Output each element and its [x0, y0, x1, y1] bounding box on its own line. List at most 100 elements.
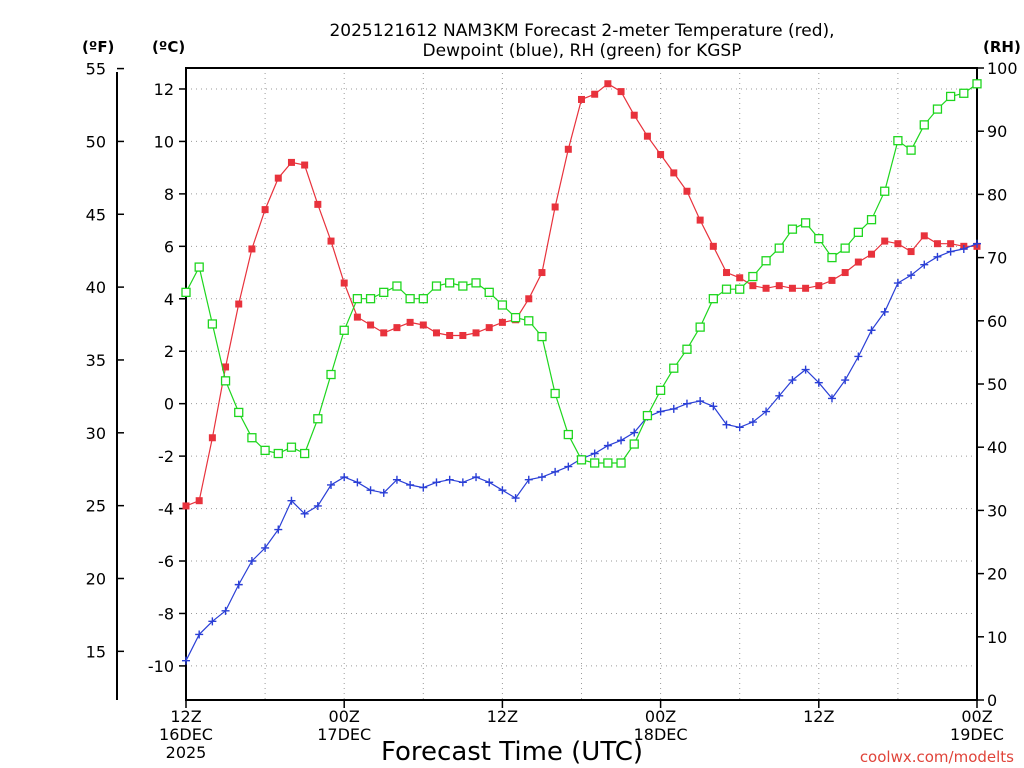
- temperature-point: [525, 295, 533, 303]
- dewpoint-point: [300, 509, 309, 518]
- temperature-point: [868, 250, 876, 258]
- temperature-point: [907, 248, 915, 256]
- rh-point: [431, 281, 442, 291]
- fahrenheit-tick-label: 35: [86, 351, 106, 370]
- dewpoint-point: [406, 480, 415, 489]
- rh-point: [497, 300, 508, 310]
- celsius-tick-label: -6: [158, 552, 174, 571]
- dewpoint-point: [907, 271, 916, 280]
- celsius-tick-label: 4: [164, 290, 174, 309]
- dewpoint-point: [880, 307, 889, 316]
- dewpoint-point: [524, 475, 533, 484]
- temperature-point: [367, 321, 375, 329]
- rh-point: [365, 294, 376, 304]
- x-tick-label: 00Z: [961, 707, 992, 726]
- dewpoint-point: [353, 478, 362, 487]
- rh-point: [510, 312, 521, 323]
- rh-point: [655, 385, 666, 395]
- rh-tick-label: 100: [987, 59, 1018, 78]
- rh-point: [326, 369, 336, 380]
- fahrenheit-unit-label: (ºF): [82, 38, 114, 56]
- rh-point: [629, 439, 639, 449]
- dewpoint-point: [221, 606, 230, 615]
- temperature-point: [551, 203, 559, 211]
- dewpoint-point: [274, 525, 283, 534]
- fahrenheit-tick-label: 55: [86, 60, 106, 79]
- dewpoint-point: [735, 423, 744, 432]
- series-layer: [181, 79, 982, 665]
- x-tick-label: 19DEC: [950, 725, 1004, 744]
- dewpoint-point: [432, 478, 441, 487]
- credit-text: coolwx.com/modelts: [860, 748, 1014, 766]
- rh-point: [405, 294, 415, 304]
- chart-title-line2: Dewpoint (blue), RH (green) for KGSP: [423, 41, 742, 61]
- x-tick-label: 18DEC: [634, 725, 688, 744]
- temperature-point: [617, 88, 625, 96]
- dewpoint-point: [366, 486, 375, 495]
- temperature-point: [591, 90, 599, 98]
- celsius-tick-label: -4: [158, 500, 174, 519]
- rh-point: [299, 448, 310, 459]
- temperature-point: [841, 269, 849, 277]
- dewpoint-point: [327, 480, 336, 489]
- dewpoint-point: [973, 239, 981, 248]
- rh-point: [708, 294, 718, 304]
- dewpoint-point: [247, 557, 256, 566]
- rh-point: [959, 88, 969, 98]
- temperature-point: [340, 279, 348, 287]
- celsius-tick-label: 12: [154, 80, 174, 99]
- temperature-point: [828, 276, 836, 284]
- temperature-point: [208, 434, 216, 442]
- rh-point: [550, 388, 560, 399]
- dewpoint-point: [590, 449, 599, 458]
- rh-point: [445, 278, 455, 288]
- temperature-point: [248, 245, 256, 253]
- temperature-point: [182, 502, 190, 510]
- temperature-point: [815, 282, 823, 290]
- temperature-point: [353, 313, 361, 321]
- dewpoint-point: [893, 279, 902, 288]
- dewpoint-point: [656, 407, 665, 416]
- celsius-tick-label: 2: [164, 342, 174, 361]
- temperature-point: [564, 145, 572, 153]
- fahrenheit-tick-label: 15: [86, 642, 106, 661]
- temperature-point: [261, 206, 269, 214]
- rh-point: [932, 104, 943, 114]
- dewpoint-point: [788, 376, 797, 385]
- temperature-point: [683, 187, 691, 195]
- rh-point: [827, 252, 837, 263]
- dewpoint-point: [419, 483, 428, 492]
- dewpoint-point: [603, 441, 612, 450]
- rh-point: [313, 414, 323, 424]
- rh-point: [590, 458, 600, 468]
- dewpoint-point: [551, 467, 560, 476]
- x-tick-label: 00Z: [329, 707, 360, 726]
- rh-point: [471, 278, 481, 288]
- dewpoint-point: [379, 488, 388, 497]
- fahrenheit-tick-label: 30: [86, 424, 106, 443]
- dewpoint-point: [775, 391, 784, 400]
- rh-unit-label: (RH): [983, 38, 1021, 56]
- rh-point: [669, 363, 679, 373]
- dewpoint-point: [682, 399, 691, 408]
- temperature-point: [274, 174, 282, 182]
- rh-point: [273, 448, 283, 459]
- rh-point: [761, 256, 771, 266]
- rh-point: [906, 145, 916, 155]
- celsius-tick-label: -2: [158, 447, 174, 466]
- celsius-tick-label: 6: [164, 237, 174, 256]
- rh-point: [379, 287, 389, 298]
- temperature-point: [380, 329, 388, 337]
- dewpoint-point: [182, 656, 190, 665]
- dewpoint-point: [696, 397, 705, 406]
- dewpoint-point: [208, 617, 217, 626]
- temperature-point: [762, 284, 770, 292]
- dewpoint-point: [920, 260, 929, 269]
- temperature-point: [696, 216, 704, 224]
- dewpoint-point: [340, 473, 349, 482]
- dewpoint-point: [933, 252, 942, 261]
- temperature-point: [222, 363, 230, 371]
- temperature-point: [723, 269, 731, 277]
- rh-point: [603, 458, 613, 468]
- temperature-point: [301, 161, 309, 169]
